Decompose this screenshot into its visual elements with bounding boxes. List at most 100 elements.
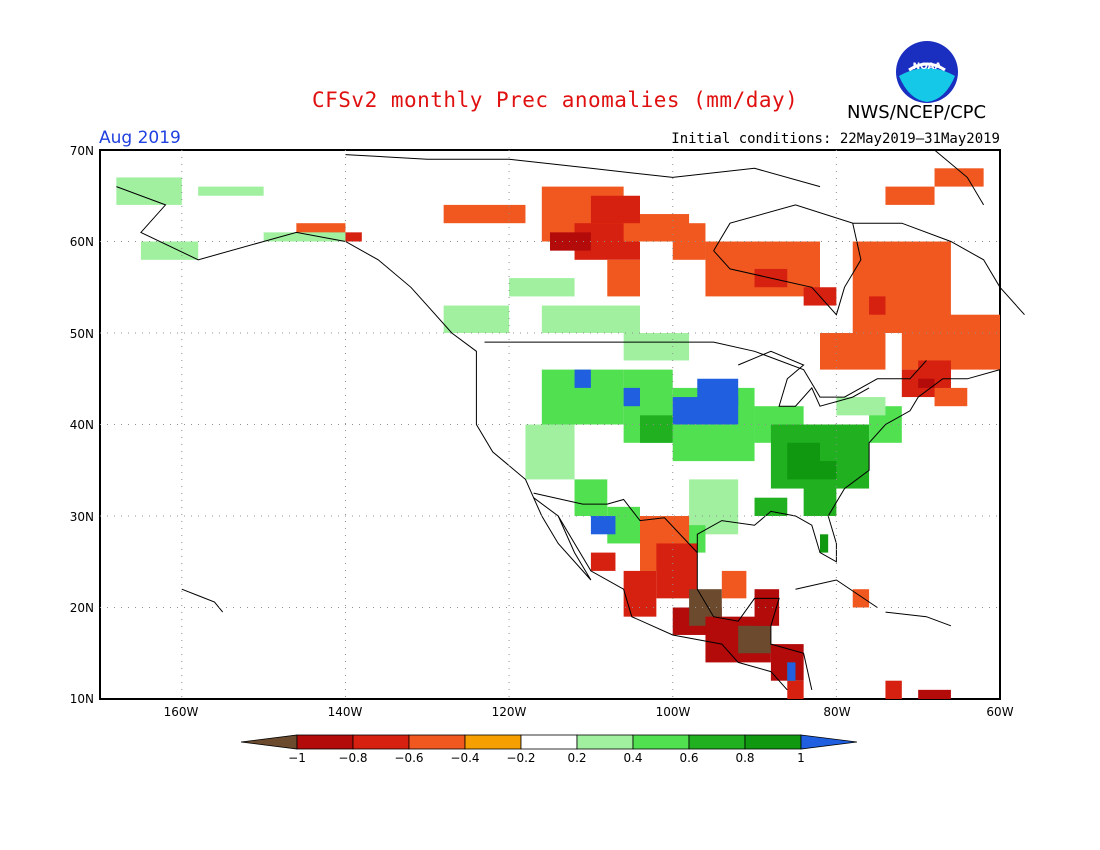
lat-label: 30N xyxy=(70,510,94,524)
lon-label: 100W xyxy=(656,705,691,719)
colorbar-label: 1 xyxy=(797,751,805,765)
colorbar-segment xyxy=(520,734,578,750)
lat-label: 40N xyxy=(70,418,94,432)
lon-label: 140W xyxy=(328,705,363,719)
lat-label: 60N xyxy=(70,235,94,249)
anomaly-cell xyxy=(198,186,264,196)
anomaly-cell xyxy=(820,333,886,370)
colorbar-label: −0.8 xyxy=(338,751,367,765)
colorbar-segment xyxy=(576,734,634,750)
anomaly-cell xyxy=(574,369,591,388)
colorbar-labels: −1 −0.8 −0.6 −0.4 −0.2 0.2 0.4 0.6 0.8 1 xyxy=(288,751,805,765)
anomaly-cell xyxy=(787,680,804,699)
lon-label: 160W xyxy=(164,705,199,719)
anomaly-cell xyxy=(443,204,526,224)
anomaly-cell xyxy=(869,296,886,315)
anomaly-cell xyxy=(697,378,739,407)
anomaly-cell xyxy=(443,305,510,333)
coastline xyxy=(533,497,592,581)
anomaly-cell xyxy=(918,378,935,388)
coastline xyxy=(181,588,224,613)
anomaly-cell xyxy=(525,424,575,480)
anomaly-cell xyxy=(590,195,640,224)
lat-label: 50N xyxy=(70,327,94,341)
anomaly-cell xyxy=(116,177,182,205)
colorbar-segment xyxy=(744,734,802,750)
coastline xyxy=(484,341,927,398)
anomaly-cell xyxy=(672,223,706,260)
coastline xyxy=(696,369,1001,563)
anomaly-cell xyxy=(640,415,673,443)
anomaly-cell xyxy=(934,387,968,407)
coastline xyxy=(852,222,1025,316)
lon-labels: 160W 140W 120W 100W 80W 60W xyxy=(164,705,1014,719)
anomaly-cell xyxy=(754,497,788,516)
colorbar-segment xyxy=(464,734,522,750)
anomaly-cell xyxy=(852,589,870,608)
colorbar-segment xyxy=(632,734,690,750)
anomaly-cell xyxy=(885,186,935,205)
anomaly-cell xyxy=(934,168,984,187)
colorbar-segment xyxy=(688,734,746,750)
coastline xyxy=(116,186,788,691)
anomaly-cell xyxy=(918,689,951,699)
colorbar-segment xyxy=(408,734,466,750)
coastline xyxy=(885,611,952,627)
lon-label: 120W xyxy=(492,705,527,719)
svg-text:NOAA: NOAA xyxy=(913,62,942,72)
coastline xyxy=(934,149,985,206)
initial-conditions: Initial conditions: 22May2019–31May2019 xyxy=(671,131,1000,147)
lat-label: 10N xyxy=(70,692,94,706)
agency-label: NWS/NCEP/CPC xyxy=(847,102,987,123)
map-title: CFSv2 monthly Prec anomalies (mm/day) xyxy=(312,88,799,112)
colorbar-label: 0.2 xyxy=(567,751,586,765)
anomaly-cell xyxy=(623,387,640,407)
anomaly-cell xyxy=(541,305,640,333)
colorbar-label: 0.6 xyxy=(679,751,698,765)
colorbar-segment xyxy=(240,734,298,750)
lat-label: 70N xyxy=(70,144,94,158)
colorbar-label: −0.4 xyxy=(450,751,479,765)
colorbar-label: −0.2 xyxy=(506,751,535,765)
colorbar xyxy=(240,734,858,750)
lon-label: 60W xyxy=(986,705,1013,719)
anomaly-cell xyxy=(509,278,575,297)
anomaly-cell xyxy=(820,424,870,462)
anomaly-layer xyxy=(116,168,1000,699)
forecast-period: Aug 2019 xyxy=(99,128,181,148)
colorbar-segment xyxy=(296,734,354,750)
coastline xyxy=(795,579,878,608)
lat-labels: 70N 60N 50N 40N 30N 20N 10N xyxy=(70,144,94,706)
anomaly-cell xyxy=(590,516,616,535)
colorbar-segment xyxy=(800,734,858,750)
anomaly-cell xyxy=(885,680,902,699)
coastline xyxy=(696,552,813,691)
lon-label: 80W xyxy=(823,705,850,719)
anomaly-cell xyxy=(836,397,886,416)
coastline xyxy=(713,204,862,316)
anomaly-cell xyxy=(623,570,657,617)
anomaly-cell xyxy=(820,534,829,553)
anomaly-cell xyxy=(607,259,640,297)
colorbar-label: 0.4 xyxy=(623,751,642,765)
colorbar-segment xyxy=(352,734,410,750)
anomaly-cell xyxy=(787,662,796,681)
anomaly-cell xyxy=(574,479,608,516)
colorbar-label: −1 xyxy=(288,751,306,765)
lat-label: 20N xyxy=(70,601,94,615)
coastline xyxy=(533,492,698,553)
coastline xyxy=(345,154,821,188)
anomaly-cell xyxy=(738,625,771,654)
coastline xyxy=(738,350,870,407)
anomaly-cell xyxy=(721,570,747,599)
anomaly-cell xyxy=(590,552,616,571)
graticule xyxy=(100,150,1000,699)
anomaly-cell xyxy=(263,232,346,242)
anomaly-cell xyxy=(550,232,591,251)
coastline-layer xyxy=(116,149,1025,691)
colorbar-label: 0.8 xyxy=(735,751,754,765)
colorbar-label: −0.6 xyxy=(394,751,423,765)
noaa-logo-icon: NOAA xyxy=(896,41,958,103)
anomaly-cell xyxy=(623,333,690,361)
